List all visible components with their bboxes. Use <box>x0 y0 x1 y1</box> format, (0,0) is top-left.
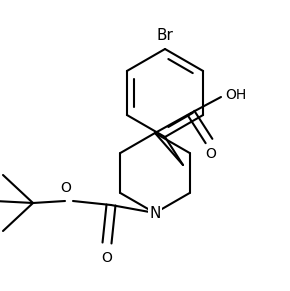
Text: OH: OH <box>225 88 246 102</box>
Text: Br: Br <box>157 28 173 43</box>
Text: O: O <box>102 251 113 265</box>
Text: N: N <box>149 205 161 221</box>
Text: O: O <box>206 147 216 161</box>
Text: O: O <box>60 181 71 195</box>
